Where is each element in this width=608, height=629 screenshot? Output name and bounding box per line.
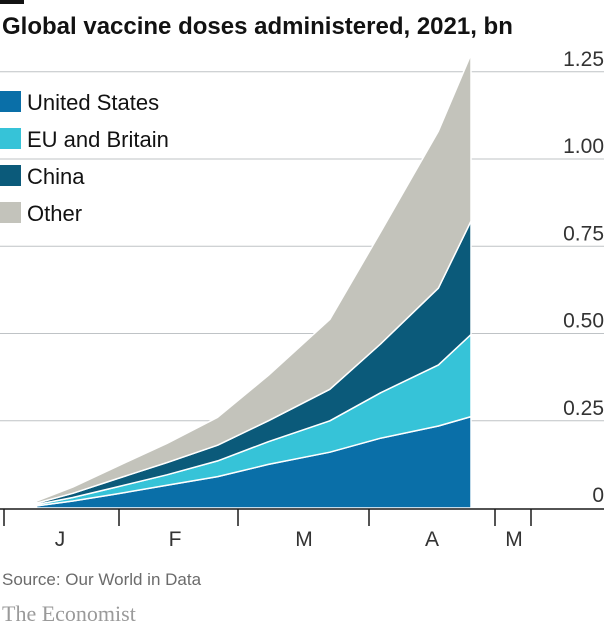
y-axis-ticks: 0 0.25 0.50 0.75 1.00 1.25 [563,48,604,507]
y-tick-label: 1.00 [563,135,604,158]
legend-label: Other [27,201,82,226]
x-tick-label: F [169,528,182,551]
legend-label: China [27,164,85,189]
legend-swatch [0,128,21,149]
legend-label: EU and Britain [27,127,169,152]
y-tick-label: 0.75 [563,222,604,245]
legend-swatch [0,165,21,186]
y-tick-label: 0.50 [563,310,604,333]
legend-swatch [0,91,21,112]
source-note: Source: Our World in Data [2,570,202,589]
series-area-other [35,53,472,504]
x-tick-label: J [55,528,66,551]
x-tick-label: M [505,528,523,551]
legend: United States EU and Britain China Other [0,90,169,226]
gridlines [0,71,604,422]
title-accent-bar [0,0,24,4]
brand-wordmark: The Economist [2,601,136,626]
plot-area [35,53,472,509]
chart-title: Global vaccine doses administered, 2021,… [2,13,513,40]
y-tick-label: 0.25 [563,397,604,420]
y-tick-label: 0 [592,484,604,507]
x-tick-label: A [425,528,439,551]
legend-swatch [0,202,21,223]
legend-label: United States [27,90,159,115]
x-tick-label: M [295,528,313,551]
y-tick-label: 1.25 [563,48,604,71]
